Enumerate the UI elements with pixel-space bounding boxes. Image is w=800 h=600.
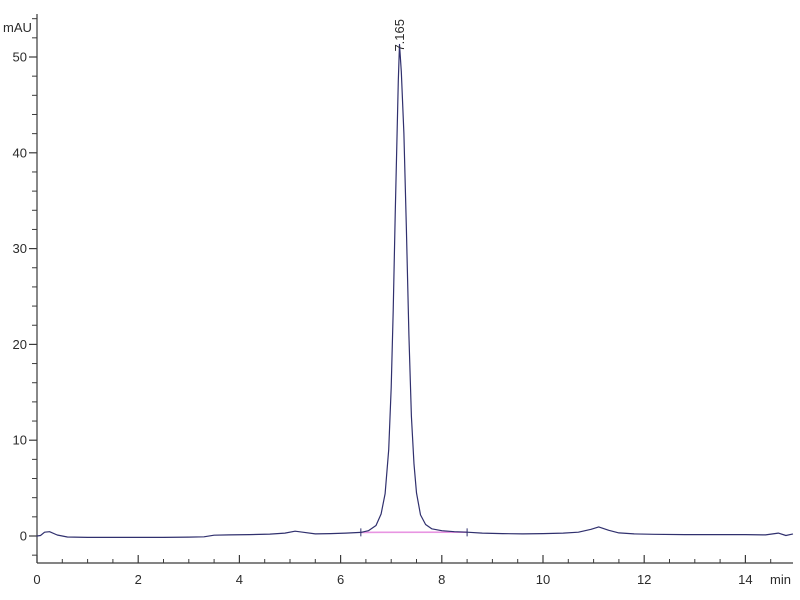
x-axis-unit-label: min [770,572,791,587]
y-tick-label: 40 [13,145,27,160]
y-tick-label: 0 [20,529,27,544]
x-tick-label: 2 [135,572,142,587]
x-tick-label: 6 [337,572,344,587]
y-tick-label: 10 [13,433,27,448]
x-tick-label: 10 [536,572,550,587]
x-tick-label: 14 [738,572,752,587]
x-tick-label: 8 [438,572,445,587]
x-tick-label: 0 [33,572,40,587]
y-tick-label: 30 [13,241,27,256]
integration-markers [360,528,468,537]
y-tick-label: 20 [13,337,27,352]
y-tick-label: 50 [13,50,27,65]
y-axis-unit-label: mAU [3,20,32,35]
peak-retention-time-label: 7.165 [392,19,407,52]
y-axis-ticks: 0 10 20 30 40 50 [13,18,37,556]
x-tick-label: 4 [236,572,243,587]
x-tick-label: 12 [637,572,651,587]
x-axis-ticks: 0 2 4 6 8 10 12 14 [33,555,772,587]
signal-trace [36,43,794,538]
